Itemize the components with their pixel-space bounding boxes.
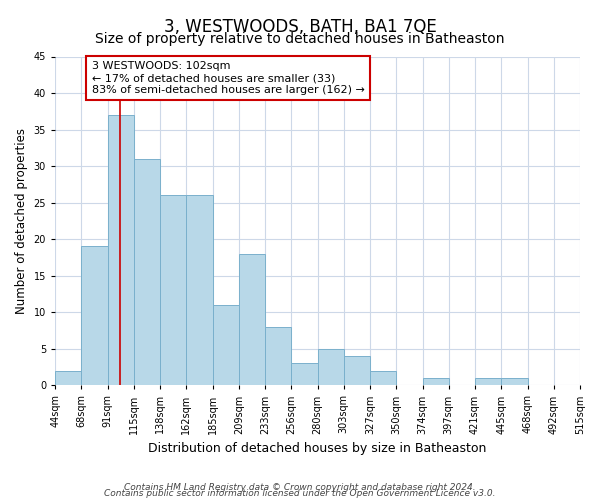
Text: 3, WESTWOODS, BATH, BA1 7QE: 3, WESTWOODS, BATH, BA1 7QE: [164, 18, 436, 36]
Bar: [475, 378, 501, 386]
Text: Contains HM Land Registry data © Crown copyright and database right 2024.: Contains HM Land Registry data © Crown c…: [124, 484, 476, 492]
Bar: [317, 348, 344, 386]
Y-axis label: Number of detached properties: Number of detached properties: [15, 128, 28, 314]
Bar: [501, 378, 527, 386]
Text: Contains public sector information licensed under the Open Government Licence v3: Contains public sector information licen…: [104, 489, 496, 498]
Bar: [370, 370, 396, 386]
Text: Size of property relative to detached houses in Batheaston: Size of property relative to detached ho…: [95, 32, 505, 46]
Bar: [82, 246, 107, 386]
Bar: [107, 115, 134, 386]
X-axis label: Distribution of detached houses by size in Batheaston: Distribution of detached houses by size …: [148, 442, 487, 455]
Bar: [212, 305, 239, 386]
Bar: [291, 364, 317, 386]
Bar: [344, 356, 370, 386]
Bar: [160, 196, 187, 386]
Bar: [422, 378, 449, 386]
Bar: [134, 159, 160, 386]
Bar: [55, 370, 82, 386]
Bar: [239, 254, 265, 386]
Bar: [265, 327, 291, 386]
Text: 3 WESTWOODS: 102sqm
← 17% of detached houses are smaller (33)
83% of semi-detach: 3 WESTWOODS: 102sqm ← 17% of detached ho…: [92, 62, 365, 94]
Bar: [187, 196, 212, 386]
